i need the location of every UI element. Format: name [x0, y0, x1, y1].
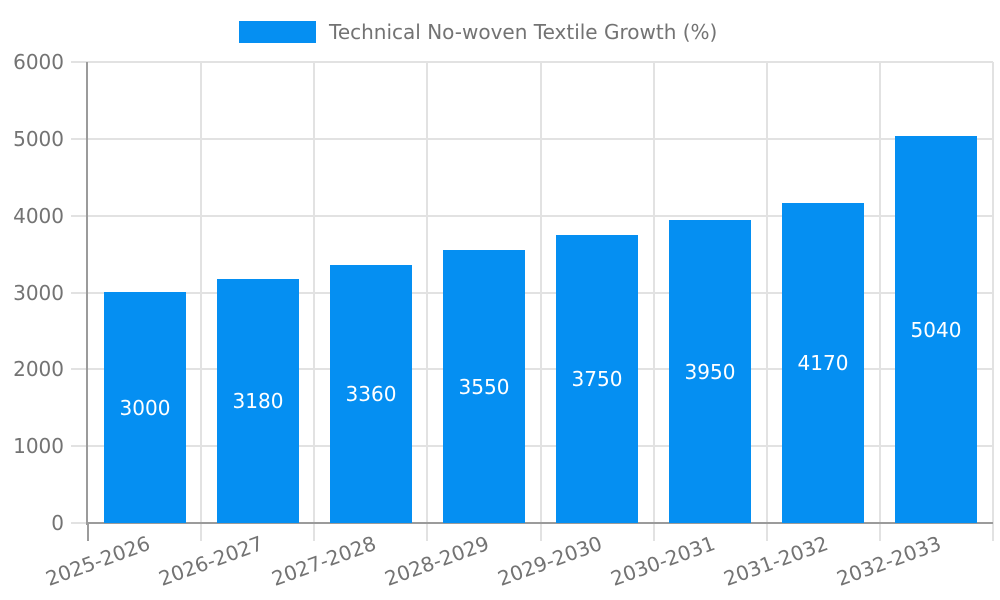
x-tick-mark [992, 523, 994, 541]
y-axis-tick-label: 5000 [13, 127, 64, 151]
y-tick-mark [71, 61, 88, 63]
x-tick-mark [653, 523, 655, 541]
x-gridline [653, 62, 655, 523]
x-tick-mark [879, 523, 881, 541]
y-axis-tick-label: 0 [51, 511, 64, 535]
x-tick-mark [200, 523, 202, 541]
y-axis-line [86, 62, 88, 525]
x-tick-mark [540, 523, 542, 541]
x-gridline [313, 62, 315, 523]
x-gridline [992, 62, 994, 523]
chart-legend[interactable]: Technical No-woven Textile Growth (%) [239, 20, 717, 44]
x-axis-line [86, 522, 993, 524]
y-tick-mark [71, 522, 88, 524]
y-axis-tick-label: 2000 [13, 357, 64, 381]
x-gridline [879, 62, 881, 523]
y-tick-mark [71, 445, 88, 447]
bar-value-label: 4170 [797, 351, 849, 375]
bar-value-label: 3000 [119, 395, 171, 420]
x-gridline [426, 62, 428, 523]
bar[interactable]: 3180 [217, 279, 299, 523]
legend-swatch [239, 21, 316, 43]
bar-value-label: 3360 [345, 382, 397, 406]
y-tick-mark [71, 292, 88, 294]
bar[interactable]: 3360 [330, 265, 412, 523]
x-tick-mark [426, 523, 428, 541]
bar[interactable]: 3000 [104, 292, 186, 523]
x-tick-mark [766, 523, 768, 541]
bar-value-label: 3950 [684, 359, 736, 384]
bar[interactable]: 3950 [669, 220, 751, 523]
bar[interactable]: 3750 [556, 235, 638, 523]
bar-value-label: 3750 [571, 367, 623, 391]
y-axis-tick-label: 3000 [13, 281, 64, 305]
x-tick-mark [87, 523, 89, 541]
x-gridline [540, 62, 542, 523]
bar[interactable]: 5040 [895, 136, 977, 523]
bar-value-label: 3180 [232, 389, 284, 413]
bar[interactable]: 3550 [443, 250, 525, 523]
y-tick-mark [71, 215, 88, 217]
bar[interactable]: 4170 [782, 203, 864, 523]
y-tick-mark [71, 368, 88, 370]
legend-label: Technical No-woven Textile Growth (%) [329, 20, 718, 44]
y-axis-tick-label: 6000 [13, 50, 64, 74]
x-tick-mark [313, 523, 315, 541]
bar-value-label: 3550 [458, 374, 510, 399]
x-gridline [766, 62, 768, 523]
y-axis-tick-label: 4000 [13, 204, 64, 228]
bar-value-label: 5040 [910, 317, 962, 342]
x-gridline [200, 62, 202, 523]
y-axis-tick-label: 1000 [13, 434, 64, 458]
y-tick-mark [71, 138, 88, 140]
